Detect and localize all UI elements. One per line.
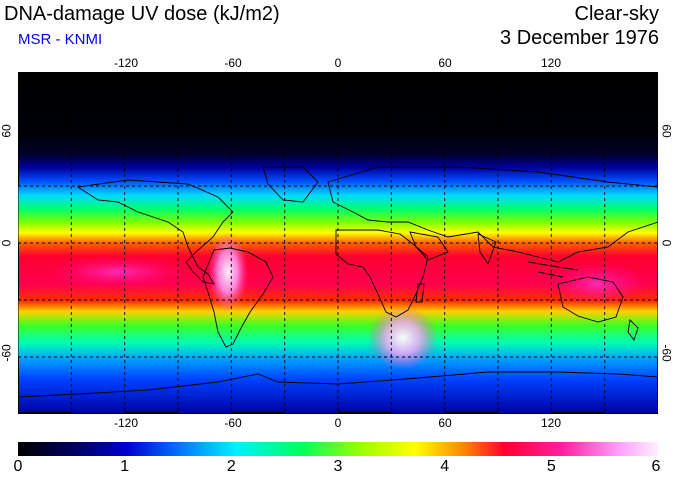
date-label: 3 December 1976 [500,27,659,49]
coast-india [477,233,497,265]
lat-tick-right: 0 [659,239,674,247]
lat-tick-right: -60 [659,344,674,362]
map-border [18,72,658,414]
lon-tick-top: -60 [224,56,242,70]
coast-north-america [76,179,234,285]
lon-tick-bottom: -60 [224,416,242,430]
lat-tick-left: 60 [0,124,14,138]
colorbar-label: 0 [13,458,23,475]
colorbar-gradient [18,442,658,456]
lon-tick-bottom: 60 [438,416,452,430]
coastlines [18,166,658,398]
lat-tick-right: 60 [659,124,674,138]
lon-tick-top: 60 [438,56,452,70]
coast-greenland [262,166,319,203]
uv-dose-map [18,72,658,414]
lon-tick-top: 0 [334,56,342,70]
coast-arabia [409,231,449,261]
source-label: MSR - KNMI [18,31,103,48]
sky-condition-label: Clear-sky [574,3,659,25]
graticule [18,72,658,414]
colorbar [18,442,658,456]
coast-africa [335,229,429,318]
lon-tick-bottom: -120 [113,416,139,430]
lat-tick-left: -60 [0,344,14,362]
uv-enhanced-pacific [48,256,188,288]
colorbar-label: 1 [120,458,130,475]
coast-madagascar [415,283,425,303]
lon-tick-bottom: 120 [540,416,562,430]
colorbar-label: 3 [333,458,343,475]
uv-hotspot-south-america [208,232,248,312]
map-title: DNA-damage UV dose (kJ/m2) [4,3,280,25]
coast-indonesia [527,261,579,278]
lon-tick-top: 120 [540,56,562,70]
uv-enhanced-australia [548,262,648,306]
uv-hotspot-africa [368,306,438,370]
coast-new-zealand [627,319,639,341]
colorbar-label: 6 [651,458,661,475]
coast-australia [557,276,624,323]
coast-antarctica [18,371,658,398]
coast-eurasia [327,166,658,263]
colorbar-label: 4 [440,458,450,475]
lat-tick-left: 0 [0,239,14,247]
lon-tick-bottom: 0 [334,416,342,430]
lon-tick-top: -120 [113,56,139,70]
colorbar-label: 5 [546,458,556,475]
coast-south-america [202,247,274,348]
colorbar-label: 2 [226,458,236,475]
